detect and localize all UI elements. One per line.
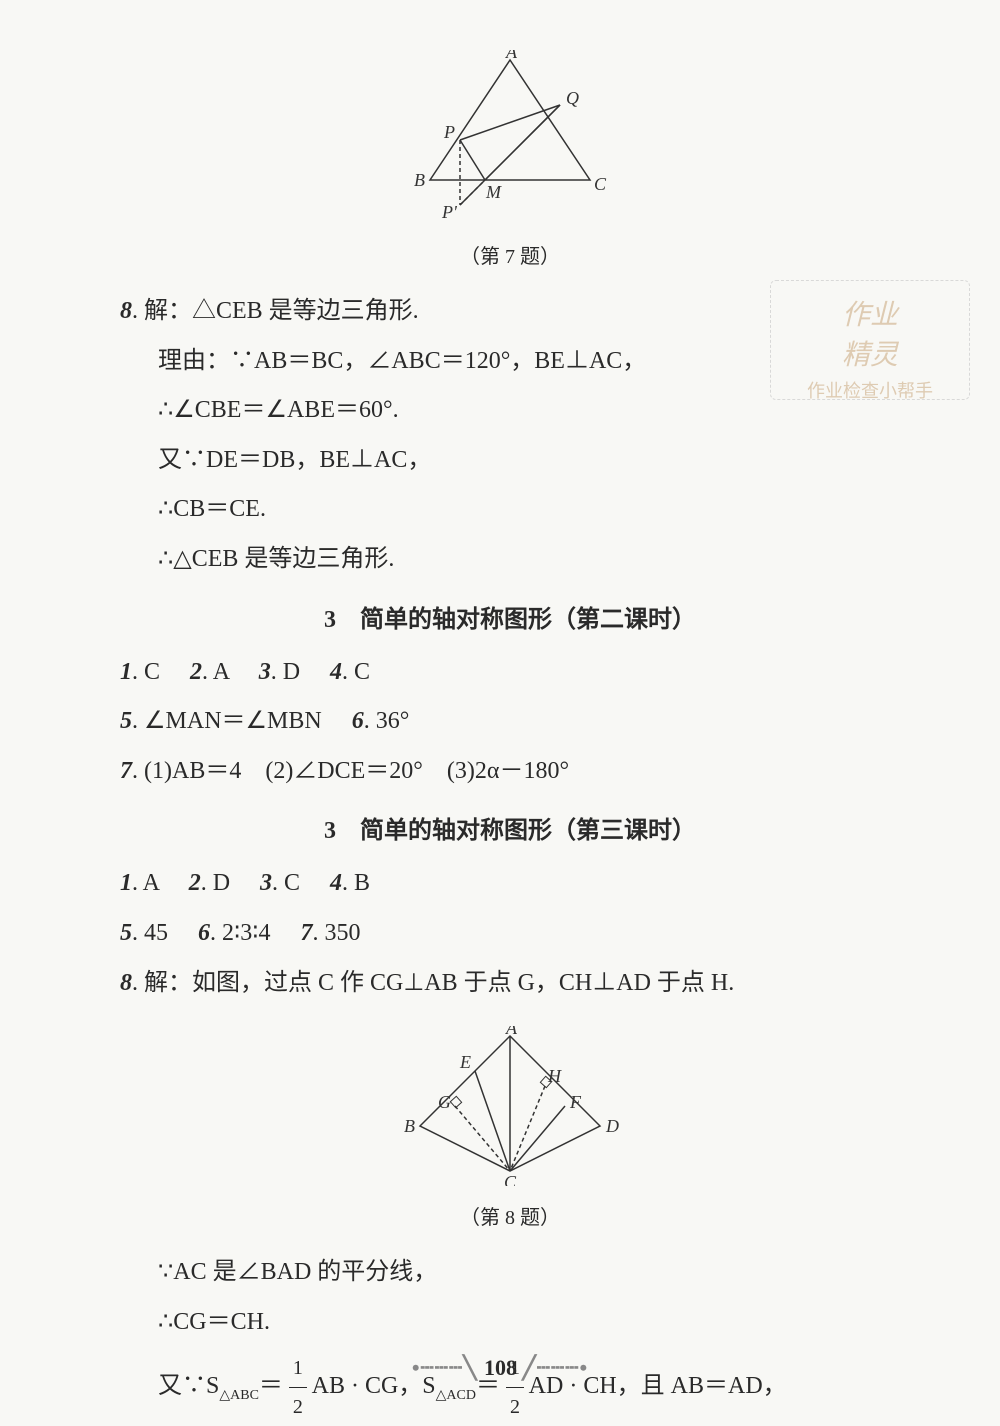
proof8-line2: ∴CG＝CH. bbox=[120, 1300, 900, 1346]
figure-7-caption: （第 7 题） bbox=[120, 240, 900, 269]
fig7-label-C: C bbox=[594, 174, 607, 194]
sec2-line7: 7. (1)AB＝4 (2)∠DCE＝20° (3)2α－180° bbox=[120, 749, 900, 795]
fig8-label-H: H bbox=[547, 1066, 562, 1086]
figure-8: A B C D E F G H bbox=[120, 1026, 900, 1191]
p8a-line6: ∴△CEB 是等边三角形. bbox=[120, 537, 900, 583]
fig7-label-P: P bbox=[443, 122, 455, 142]
watermark-stamp: 作业 精灵 作业检查小帮手 bbox=[770, 280, 970, 400]
page-number: 108 bbox=[484, 1355, 517, 1380]
p8a-line4: 又∵DE＝DB，BE⊥AC， bbox=[120, 438, 900, 484]
fig7-label-B: B bbox=[414, 170, 425, 190]
section3-title: 3 简单的轴对称图形（第三课时） bbox=[120, 810, 900, 845]
sec2-line5: 5. ∠MAN＝∠MBN 6. 36° bbox=[120, 699, 900, 745]
fig8-label-D: D bbox=[605, 1116, 619, 1136]
fig7-label-M: M bbox=[485, 182, 502, 202]
sec3-line5: 5. 45 6. 2∶3∶4 7. 350 bbox=[120, 911, 900, 957]
fig8-label-C: C bbox=[504, 1172, 517, 1186]
page-footer: •┄┄┄╲ 108 ╱┄┄┄• bbox=[0, 1355, 1000, 1381]
figure-7-svg: A B C P P' Q M bbox=[390, 50, 630, 225]
fig8-label-E: E bbox=[459, 1052, 471, 1072]
figure-7: A B C P P' Q M bbox=[120, 50, 900, 230]
sec3-ans1: 1. A 2. D 3. C 4. B bbox=[120, 861, 900, 907]
fig8-label-B: B bbox=[404, 1116, 415, 1136]
figure-8-svg: A B C D E F G H bbox=[390, 1026, 630, 1186]
p8a-line5: ∴CB＝CE. bbox=[120, 487, 900, 533]
sec2-ans1: 1. C 2. A 3. D 4. C bbox=[120, 650, 900, 696]
fig7-label-A: A bbox=[505, 50, 518, 62]
fig7-label-Q: Q bbox=[566, 88, 579, 108]
fig8-label-F: F bbox=[569, 1092, 582, 1112]
sec3-line8: 8. 解：如图，过点 C 作 CG⊥AB 于点 G，CH⊥AD 于点 H. bbox=[120, 961, 900, 1007]
figure-8-caption: （第 8 题） bbox=[120, 1201, 900, 1230]
section2-title: 3 简单的轴对称图形（第二课时） bbox=[120, 599, 900, 634]
fig8-label-A: A bbox=[505, 1026, 518, 1038]
proof8-line1: ∵AC 是∠BAD 的平分线， bbox=[120, 1250, 900, 1296]
fig8-label-G: G bbox=[438, 1092, 451, 1112]
fig7-label-Pp: P' bbox=[441, 202, 458, 222]
